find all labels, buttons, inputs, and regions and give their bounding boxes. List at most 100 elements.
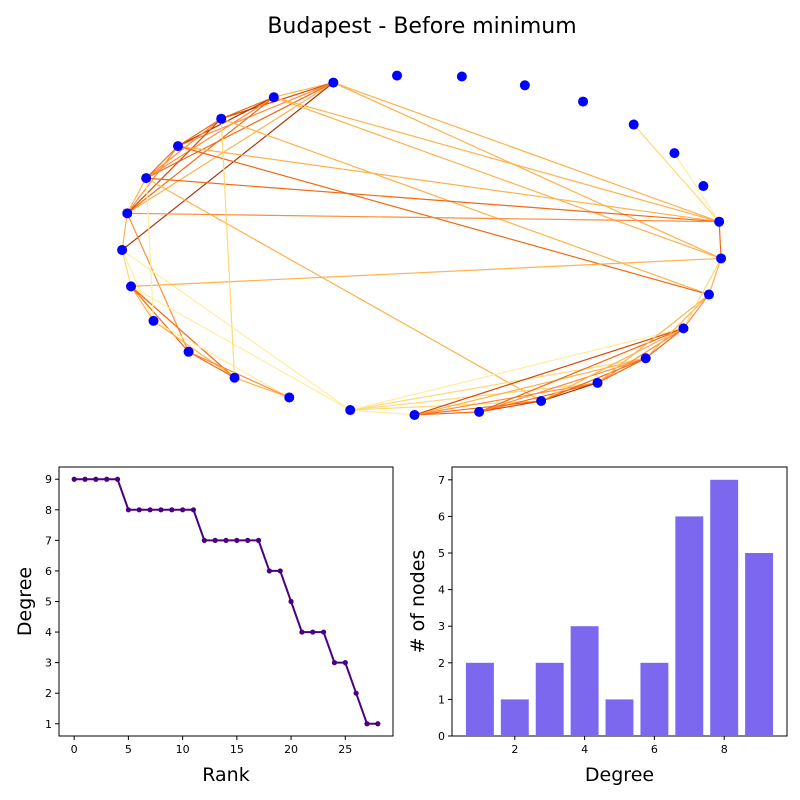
network-edge xyxy=(673,152,720,223)
network-edge xyxy=(126,96,275,214)
degree-point xyxy=(310,629,316,635)
degree-point xyxy=(136,507,142,513)
network-edge xyxy=(633,124,720,223)
network-edge xyxy=(718,221,722,259)
network-node xyxy=(126,281,137,292)
network-edge xyxy=(414,411,480,416)
histogram-bar xyxy=(535,662,564,736)
network-edge xyxy=(130,285,351,411)
network-edge xyxy=(597,327,684,384)
network-node xyxy=(392,70,403,81)
x-tick-label: 2 xyxy=(511,743,518,756)
network-edge xyxy=(350,327,684,411)
degree-point xyxy=(180,507,186,513)
network-graph-panel xyxy=(117,70,727,420)
network-edge xyxy=(188,351,290,399)
network-edge xyxy=(479,400,542,413)
y-tick-label: 5 xyxy=(45,596,52,609)
network-node xyxy=(678,323,689,334)
x-tick-label: 5 xyxy=(125,743,132,756)
y-tick-label: 2 xyxy=(45,687,52,700)
network-edge xyxy=(350,357,646,411)
network-node xyxy=(474,406,485,417)
network-edge xyxy=(540,327,684,402)
histogram-bar xyxy=(745,553,774,736)
degree-point xyxy=(147,507,153,513)
network-node xyxy=(628,119,639,130)
network-edge xyxy=(130,286,155,322)
network-node xyxy=(640,353,651,364)
degree-point xyxy=(277,568,283,574)
network-edge xyxy=(153,320,235,379)
histogram-bar xyxy=(465,662,494,736)
histogram-bar xyxy=(675,516,704,736)
network-edge xyxy=(597,294,710,384)
y-axis-label: Degree xyxy=(14,567,36,636)
network-edge xyxy=(333,82,720,223)
degree-point xyxy=(375,721,381,727)
network-node xyxy=(578,96,589,107)
y-tick-label: 7 xyxy=(438,474,445,487)
degree-series-line xyxy=(74,478,378,725)
network-edge xyxy=(177,96,275,147)
network-edge xyxy=(126,145,179,214)
x-tick-label: 6 xyxy=(651,743,658,756)
network-node xyxy=(229,372,240,383)
x-tick-label: 20 xyxy=(284,743,298,756)
network-edge xyxy=(682,294,710,329)
x-axis-label: Rank xyxy=(202,764,249,786)
y-tick-label: 4 xyxy=(45,626,52,639)
network-edge xyxy=(145,118,222,179)
y-tick-label: 4 xyxy=(438,584,445,597)
network-edge xyxy=(126,177,147,214)
x-tick-label: 15 xyxy=(230,743,244,756)
network-edge xyxy=(145,177,542,402)
y-tick-label: 3 xyxy=(45,657,52,670)
network-edge xyxy=(234,377,290,399)
network-node xyxy=(519,80,530,91)
network-edge xyxy=(414,357,646,416)
network-edge xyxy=(145,178,155,321)
network-edge xyxy=(145,145,179,179)
degree-point xyxy=(234,537,240,543)
network-node xyxy=(141,173,152,184)
y-tick-label: 6 xyxy=(45,565,52,578)
network-edge xyxy=(540,357,646,402)
x-tick-label: 8 xyxy=(721,743,728,756)
network-node xyxy=(536,396,547,407)
network-node xyxy=(328,77,339,88)
degree-point xyxy=(364,721,370,727)
degree-point xyxy=(353,690,359,696)
y-tick-label: 2 xyxy=(438,657,445,670)
network-node xyxy=(183,346,194,357)
network-edge xyxy=(220,96,275,120)
network-node xyxy=(716,253,727,264)
degree-point xyxy=(82,476,88,482)
x-tick-label: 10 xyxy=(176,743,190,756)
network-edge xyxy=(478,327,684,413)
degree-point xyxy=(320,629,327,635)
network-edge xyxy=(177,145,710,296)
degree-point xyxy=(266,568,272,574)
x-axis-label: Degree xyxy=(585,764,654,786)
degree-point xyxy=(104,476,110,482)
network-edge xyxy=(121,213,128,251)
degree-point xyxy=(223,537,229,543)
histogram-bar xyxy=(640,662,669,736)
network-edge xyxy=(645,294,710,359)
degree-point xyxy=(158,507,164,513)
network-node xyxy=(456,71,467,82)
degree-point xyxy=(245,537,251,543)
network-nodes xyxy=(117,70,727,420)
y-tick-label: 1 xyxy=(45,718,52,731)
network-node xyxy=(122,208,133,219)
network-node xyxy=(345,405,356,416)
network-edge xyxy=(177,118,222,147)
network-edge xyxy=(414,327,684,416)
network-edge xyxy=(188,351,235,379)
network-edge xyxy=(177,82,334,147)
degree-point xyxy=(288,598,294,605)
network-edge xyxy=(708,258,722,295)
network-edge xyxy=(121,249,155,322)
network-edge xyxy=(540,382,598,402)
